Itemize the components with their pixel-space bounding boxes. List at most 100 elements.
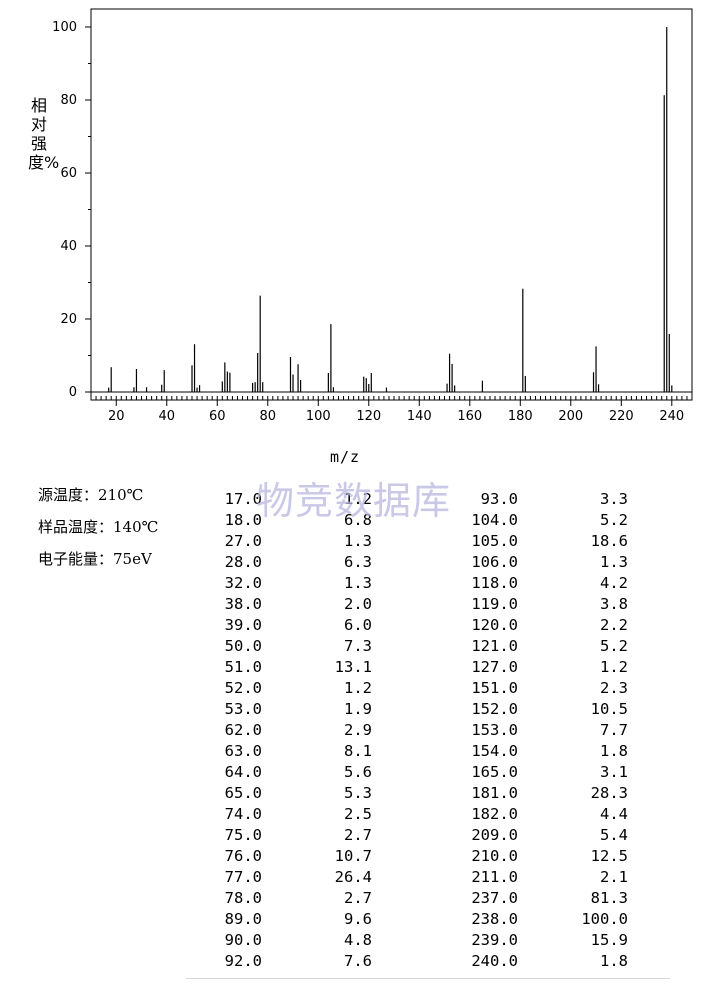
- mz-cell: 50.0: [224, 637, 262, 655]
- intensity-cell: 7.7: [600, 721, 628, 739]
- mz-cell: 127.0: [471, 658, 518, 676]
- intensity-cell: 6.0: [344, 616, 372, 634]
- table-row: 17.0 1.2 93.0 3.3: [186, 489, 670, 510]
- x-minor-ticks: [95, 396, 688, 400]
- table-row: 53.0 1.9 152.0 10.5: [186, 699, 670, 720]
- intensity-cell: 6.8: [344, 511, 372, 529]
- y-tick-label: 100: [52, 20, 77, 35]
- table-row: 51.0 13.1 127.0 1.2: [186, 657, 670, 678]
- intensity-cell: 81.3: [590, 889, 628, 907]
- intensity-cell: 8.1: [344, 742, 372, 760]
- mz-cell: 209.0: [471, 826, 518, 844]
- mz-cell: 74.0: [224, 805, 262, 823]
- mz-cell: 78.0: [224, 889, 262, 907]
- mz-cell: 154.0: [471, 742, 518, 760]
- intensity-cell: 1.2: [600, 658, 628, 676]
- intensity-cell: 2.9: [344, 721, 372, 739]
- y-tick-label: 60: [60, 166, 77, 181]
- mz-cell: 238.0: [471, 910, 518, 928]
- y-axis-label: 相对强度%: [28, 96, 60, 172]
- table-row: 52.0 1.2 151.0 2.3: [186, 678, 670, 699]
- intensity-cell: 3.3: [600, 490, 628, 508]
- table-row: 28.0 6.3 106.0 1.3: [186, 552, 670, 573]
- mz-cell: 51.0: [224, 658, 262, 676]
- mz-cell: 119.0: [471, 595, 518, 613]
- intensity-cell: 7.6: [344, 952, 372, 970]
- mz-cell: 17.0: [224, 490, 262, 508]
- table-row: 32.0 1.3 118.0 4.2: [186, 573, 670, 594]
- intensity-cell: 2.7: [344, 889, 372, 907]
- intensity-cell: 2.3: [600, 679, 628, 697]
- intensity-cell: 15.9: [590, 931, 628, 949]
- mz-cell: 28.0: [224, 553, 262, 571]
- mz-cell: 237.0: [471, 889, 518, 907]
- intensity-cell: 5.2: [600, 511, 628, 529]
- intensity-cell: 7.3: [344, 637, 372, 655]
- intensity-cell: 2.2: [600, 616, 628, 634]
- mz-cell: 63.0: [224, 742, 262, 760]
- mz-cell: 210.0: [471, 847, 518, 865]
- intensity-cell: 2.0: [344, 595, 372, 613]
- intensity-cell: 1.3: [344, 532, 372, 550]
- mz-cell: 90.0: [224, 931, 262, 949]
- mz-cell: 32.0: [224, 574, 262, 592]
- intensity-cell: 13.1: [334, 658, 372, 676]
- x-tick-label: 160: [457, 409, 482, 424]
- source-temperature: 源温度：210℃: [38, 486, 144, 504]
- intensity-cell: 1.3: [600, 553, 628, 571]
- mz-cell: 104.0: [471, 511, 518, 529]
- peak-table: 17.0 1.2 93.0 3.3 18.0 6.8 104.0 5.2 27.0 1.3 105.…: [186, 489, 670, 979]
- electron-energy: 电子能量：75eV: [38, 550, 152, 568]
- intensity-cell: 1.8: [600, 952, 628, 970]
- sample-temperature: 样品温度：140℃: [38, 518, 159, 536]
- mz-cell: 182.0: [471, 805, 518, 823]
- mz-cell: 105.0: [471, 532, 518, 550]
- mz-cell: 92.0: [224, 952, 262, 970]
- mz-cell: 118.0: [471, 574, 518, 592]
- mz-cell: 89.0: [224, 910, 262, 928]
- intensity-cell: 1.8: [600, 742, 628, 760]
- mz-cell: 39.0: [224, 616, 262, 634]
- table-row: 74.0 2.5 182.0 4.4: [186, 804, 670, 825]
- plot-frame: [90, 8, 693, 401]
- intensity-cell: 1.9: [344, 700, 372, 718]
- table-row: 65.0 5.3 181.0 28.3: [186, 783, 670, 804]
- intensity-cell: 3.8: [600, 595, 628, 613]
- mz-cell: 76.0: [224, 847, 262, 865]
- intensity-cell: 100.0: [581, 910, 628, 928]
- intensity-cell: 10.7: [334, 847, 372, 865]
- table-row: 76.0 10.7 210.0 12.5: [186, 846, 670, 867]
- intensity-cell: 18.6: [590, 532, 628, 550]
- spectrum-peaks: [91, 27, 692, 393]
- intensity-cell: 4.2: [600, 574, 628, 592]
- y-tick-label: 40: [60, 239, 77, 254]
- table-row: 90.0 4.8 239.0 15.9: [186, 930, 670, 951]
- intensity-cell: 2.7: [344, 826, 372, 844]
- y-axis-ticks: 0 20 40 60 80 100: [52, 20, 91, 400]
- mz-cell: 62.0: [224, 721, 262, 739]
- table-row: 78.0 2.7 237.0 81.3: [186, 888, 670, 909]
- table-row: 62.0 2.9 153.0 7.7: [186, 720, 670, 741]
- mz-cell: 106.0: [471, 553, 518, 571]
- x-tick-label: 40: [158, 409, 175, 424]
- table-row: 18.0 6.8 104.0 5.2: [186, 510, 670, 531]
- x-tick-label: 80: [259, 409, 276, 424]
- mz-cell: 18.0: [224, 511, 262, 529]
- x-tick-label: 120: [356, 409, 381, 424]
- table-row: 50.0 7.3 121.0 5.2: [186, 636, 670, 657]
- y-tick-label: 0: [69, 385, 77, 400]
- y-tick-label: 20: [60, 312, 77, 327]
- mz-cell: 52.0: [224, 679, 262, 697]
- mz-cell: 93.0: [480, 490, 518, 508]
- x-tick-label: 100: [306, 409, 331, 424]
- mz-cell: 151.0: [471, 679, 518, 697]
- intensity-cell: 5.6: [344, 763, 372, 781]
- table-row: 75.0 2.7 209.0 5.4: [186, 825, 670, 846]
- intensity-cell: 9.6: [344, 910, 372, 928]
- mz-cell: 77.0: [224, 868, 262, 886]
- intensity-cell: 5.2: [600, 637, 628, 655]
- table-row: 38.0 2.0 119.0 3.8: [186, 594, 670, 615]
- intensity-cell: 2.5: [344, 805, 372, 823]
- mz-cell: 239.0: [471, 931, 518, 949]
- table-row: 64.0 5.6 165.0 3.1: [186, 762, 670, 783]
